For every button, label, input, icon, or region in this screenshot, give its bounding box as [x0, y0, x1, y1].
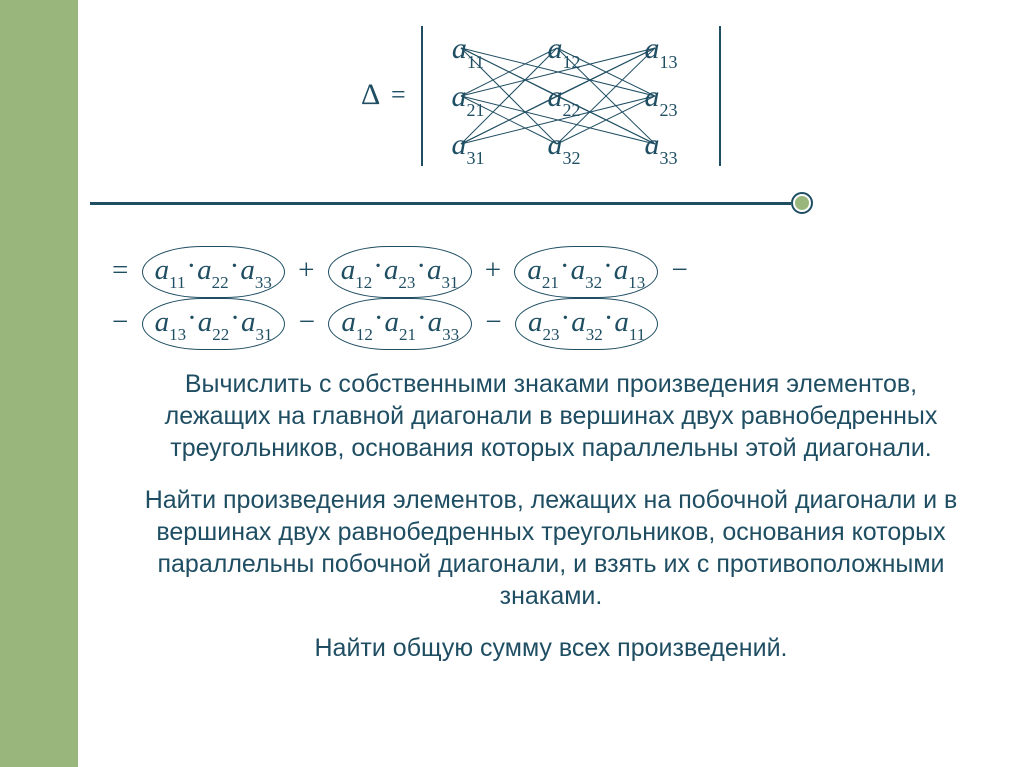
cell-sub: 13 [660, 52, 678, 72]
section-divider [78, 192, 813, 214]
term-3: a21·a32·a13 [514, 246, 658, 298]
cell-32: a32 [539, 128, 589, 166]
paragraph-3: Найти общую сумму всех произведений. [138, 632, 964, 664]
equals-symbol: = [391, 80, 406, 110]
sidebar-decoration [0, 0, 78, 767]
cell-sub: 12 [563, 52, 581, 72]
op-plus: + [298, 247, 314, 295]
term-2: a12·a23·a31 [328, 246, 472, 298]
cell-sub: 21 [467, 100, 485, 120]
divider-bullet-inner [795, 196, 809, 210]
term-5: a12·a21·a33 [328, 298, 472, 350]
cell-var: a [452, 32, 467, 65]
cell-var: a [645, 32, 660, 65]
cell-var: a [452, 80, 467, 113]
op-minus: − [485, 299, 501, 347]
slide-content: Δ = a11 a12 a13 a21 a22 a23 a31 a32 a33 … [78, 0, 1024, 767]
matrix-body: a11 a12 a13 a21 a22 a23 a31 a32 a33 [421, 26, 721, 166]
cell-var: a [645, 80, 660, 113]
divider-bullet-icon [791, 192, 813, 214]
cell-sub: 11 [467, 52, 484, 72]
cell-31: a31 [443, 128, 493, 166]
op-minus: − [299, 299, 315, 347]
cell-sub: 22 [563, 100, 581, 120]
paragraph-1: Вычислить с собственными знаками произве… [138, 368, 964, 464]
paragraph-2: Найти произведения элементов, лежащих на… [138, 484, 964, 612]
explanation-text: Вычислить с собственными знаками произве… [138, 368, 964, 664]
term-4: a13·a22·a31 [142, 298, 286, 350]
cell-23: a23 [636, 80, 686, 118]
op-minus: − [671, 247, 687, 295]
cell-11: a11 [443, 32, 493, 70]
cell-var: a [452, 128, 467, 161]
op-equals: = [112, 247, 128, 295]
cell-33: a33 [636, 128, 686, 166]
term-1: a11·a22·a33 [142, 246, 285, 298]
cell-var: a [548, 128, 563, 161]
cell-22: a22 [539, 80, 589, 118]
cell-sub: 33 [660, 148, 678, 168]
cell-var: a [548, 32, 563, 65]
op-minus: − [112, 299, 128, 347]
cell-var: a [645, 128, 660, 161]
cell-sub: 23 [660, 100, 678, 120]
cell-var: a [548, 80, 563, 113]
cell-sub: 32 [563, 148, 581, 168]
cell-13: a13 [636, 32, 686, 70]
cell-21: a21 [443, 80, 493, 118]
divider-line [90, 202, 791, 205]
cell-12: a12 [539, 32, 589, 70]
cell-sub: 31 [467, 148, 485, 168]
expansion-formula: = a11·a22·a33 + a12·a23·a31 + a21·a32·a1… [108, 246, 994, 350]
determinant-matrix: Δ = a11 a12 a13 a21 a22 a23 a31 a32 a33 [361, 18, 741, 178]
op-plus: + [485, 247, 501, 295]
term-6: a23·a32·a11 [515, 298, 658, 350]
delta-symbol: Δ [361, 78, 380, 112]
